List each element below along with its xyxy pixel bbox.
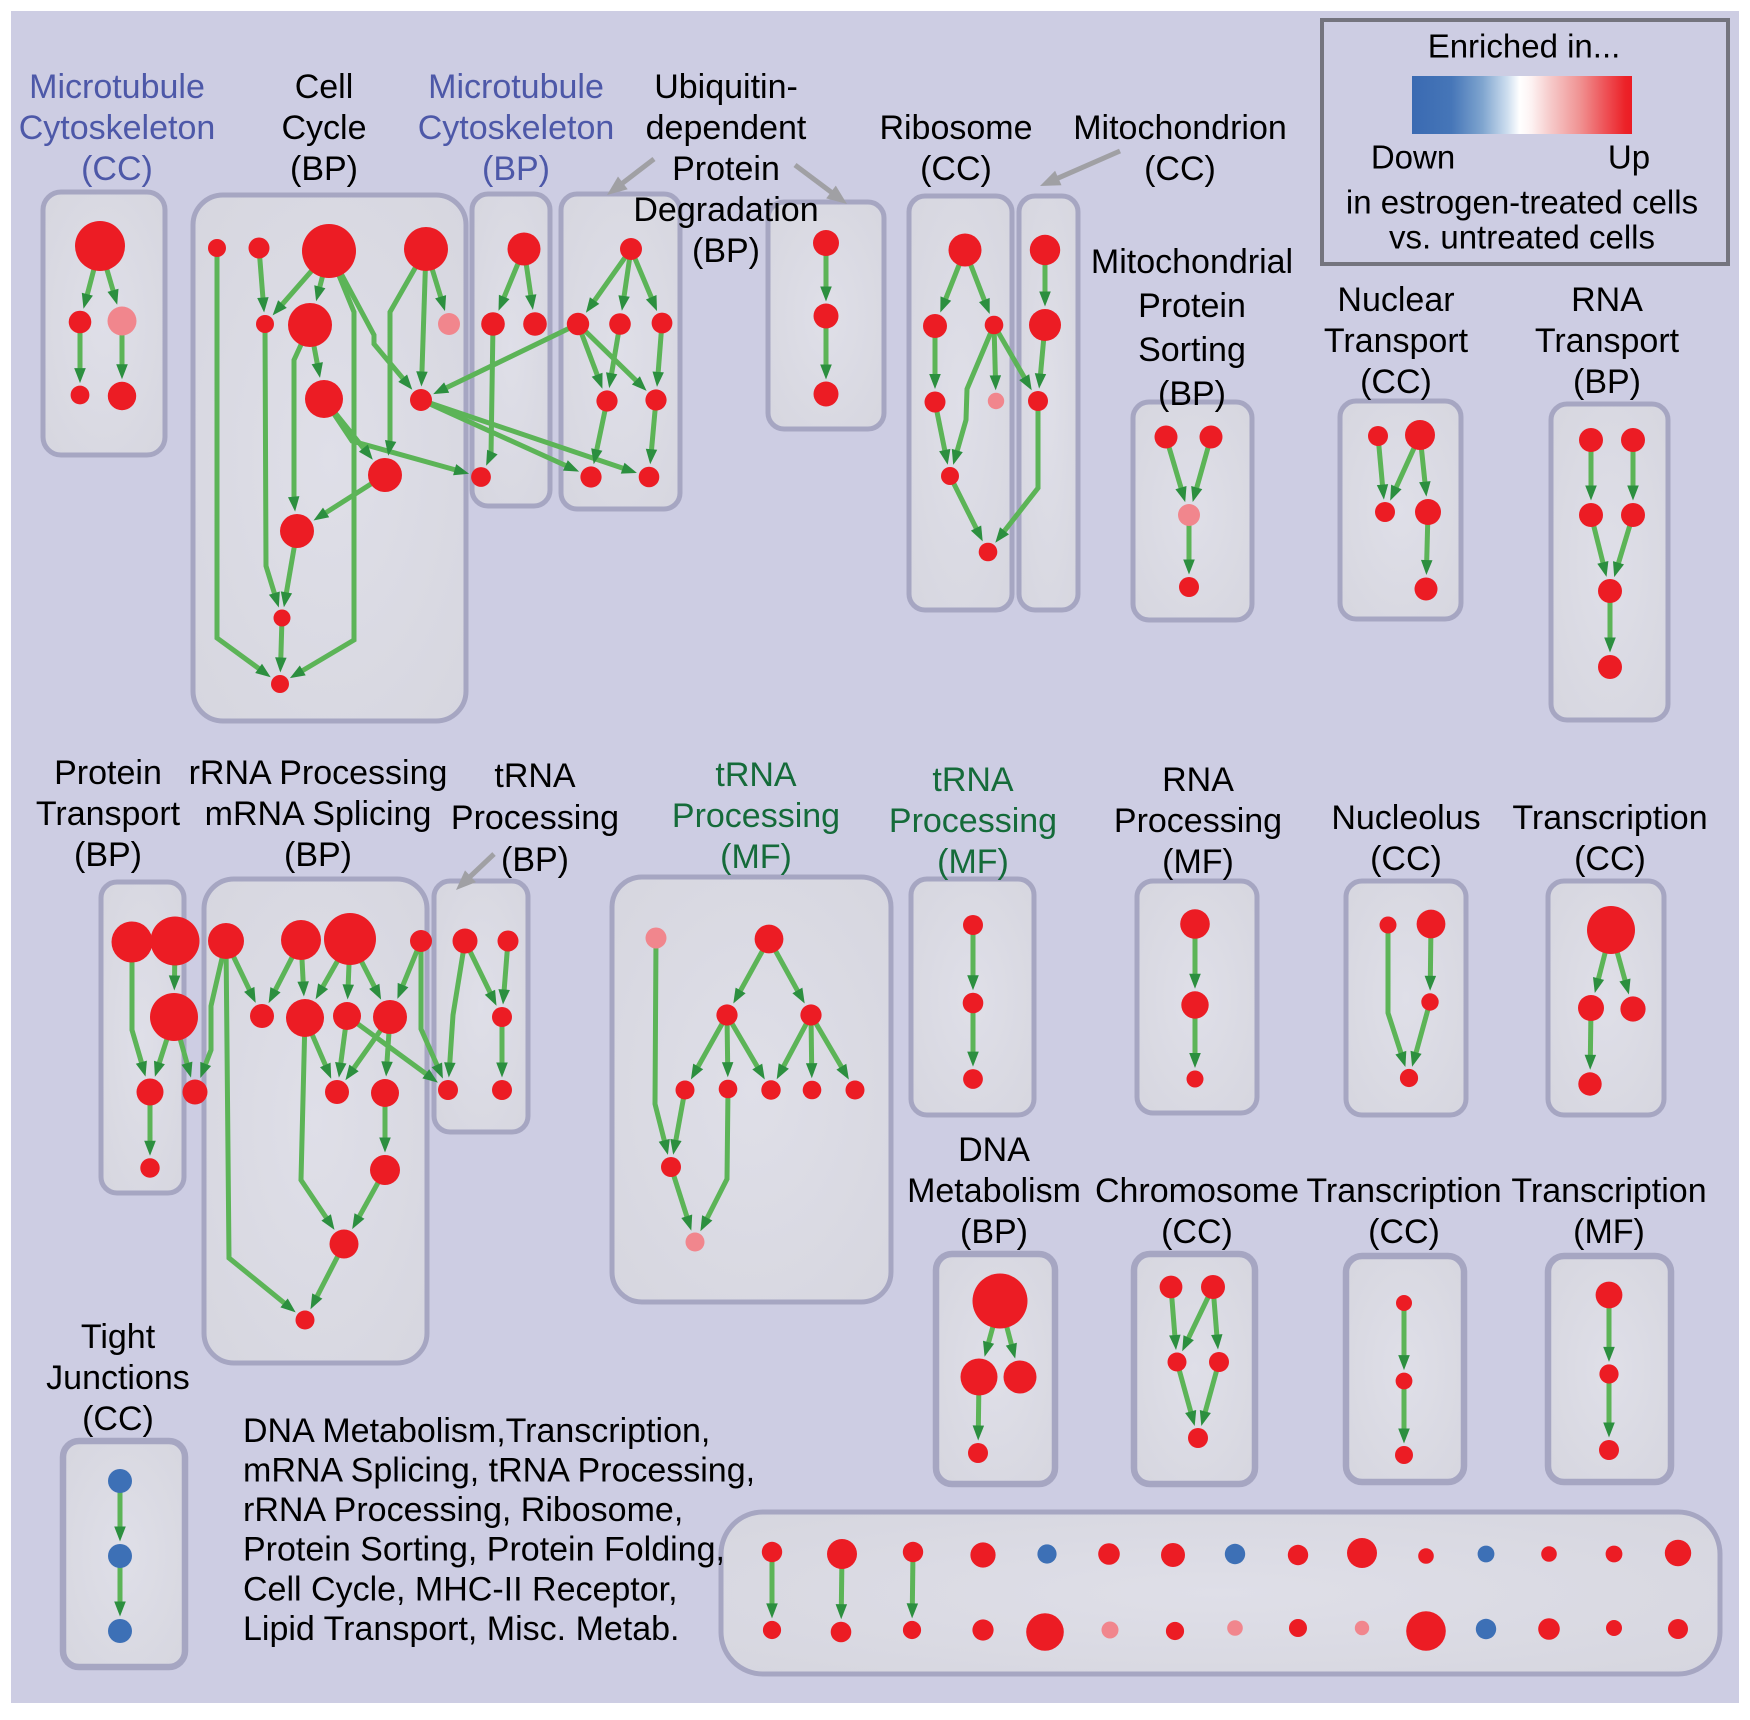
svg-text:Down: Down xyxy=(1371,139,1455,176)
svg-text:tRNA: tRNA xyxy=(932,761,1014,799)
svg-text:(CC): (CC) xyxy=(1368,1213,1440,1251)
svg-text:rRNA Processing: rRNA Processing xyxy=(189,754,448,792)
svg-text:Ubiquitin-: Ubiquitin- xyxy=(654,68,798,106)
svg-text:Protein: Protein xyxy=(54,754,162,792)
svg-text:Cytoskeleton: Cytoskeleton xyxy=(418,109,615,147)
svg-text:(CC): (CC) xyxy=(1370,840,1442,878)
svg-text:(CC): (CC) xyxy=(82,1400,154,1438)
svg-text:Protein: Protein xyxy=(672,150,780,188)
svg-text:Processing: Processing xyxy=(889,802,1057,840)
svg-text:(MF): (MF) xyxy=(1573,1213,1645,1251)
svg-text:Microtubule: Microtubule xyxy=(29,68,205,106)
svg-text:(BP): (BP) xyxy=(1573,363,1641,401)
svg-text:(CC): (CC) xyxy=(1360,363,1432,401)
svg-text:Transport: Transport xyxy=(1324,322,1469,360)
svg-text:Protein Sorting, Protein Foldi: Protein Sorting, Protein Folding, xyxy=(243,1531,725,1569)
svg-text:Processing: Processing xyxy=(451,799,619,837)
svg-text:in estrogen-treated cells: in estrogen-treated cells xyxy=(1346,184,1698,221)
svg-text:(CC): (CC) xyxy=(920,150,992,188)
svg-text:(BP): (BP) xyxy=(74,836,142,874)
svg-text:Mitochondrial: Mitochondrial xyxy=(1091,243,1293,281)
svg-text:(BP): (BP) xyxy=(290,150,358,188)
svg-text:(CC): (CC) xyxy=(1161,1213,1233,1251)
svg-text:DNA Metabolism,Transcription,: DNA Metabolism,Transcription, xyxy=(243,1412,710,1450)
svg-text:Junctions: Junctions xyxy=(46,1359,190,1397)
svg-text:Cell Cycle, MHC-II Receptor,: Cell Cycle, MHC-II Receptor, xyxy=(243,1570,678,1608)
svg-text:Degradation: Degradation xyxy=(633,191,818,229)
svg-text:tRNA: tRNA xyxy=(494,757,576,795)
svg-text:Up: Up xyxy=(1608,139,1650,176)
svg-text:Processing: Processing xyxy=(672,797,840,835)
svg-text:Transcription: Transcription xyxy=(1511,1172,1706,1210)
svg-text:(MF): (MF) xyxy=(1162,843,1234,881)
svg-text:Cytoskeleton: Cytoskeleton xyxy=(19,109,216,147)
svg-text:Nucleolus: Nucleolus xyxy=(1331,799,1480,837)
svg-text:Tight: Tight xyxy=(81,1318,156,1356)
svg-text:Ribosome: Ribosome xyxy=(879,109,1032,147)
svg-text:(BP): (BP) xyxy=(1158,375,1226,413)
svg-text:Transcription: Transcription xyxy=(1306,1172,1501,1210)
svg-text:Mitochondrion: Mitochondrion xyxy=(1073,109,1287,147)
svg-text:vs. untreated cells: vs. untreated cells xyxy=(1389,219,1655,256)
svg-text:(CC): (CC) xyxy=(81,150,153,188)
svg-text:(BP): (BP) xyxy=(482,150,550,188)
svg-text:(BP): (BP) xyxy=(284,836,352,874)
svg-text:Sorting: Sorting xyxy=(1138,331,1246,369)
svg-text:RNA: RNA xyxy=(1571,281,1643,319)
svg-text:Enriched in...: Enriched in... xyxy=(1428,28,1621,65)
svg-text:(CC): (CC) xyxy=(1144,150,1216,188)
svg-text:Processing: Processing xyxy=(1114,802,1282,840)
svg-text:RNA: RNA xyxy=(1162,761,1234,799)
svg-text:Lipid Transport, Misc. Metab.: Lipid Transport, Misc. Metab. xyxy=(243,1610,680,1648)
svg-text:Chromosome: Chromosome xyxy=(1095,1172,1299,1210)
svg-text:(BP): (BP) xyxy=(692,232,760,270)
svg-text:mRNA Splicing, tRNA Processing: mRNA Splicing, tRNA Processing, xyxy=(243,1452,755,1490)
svg-text:tRNA: tRNA xyxy=(715,756,797,794)
svg-text:Transcription: Transcription xyxy=(1512,799,1707,837)
svg-text:(CC): (CC) xyxy=(1574,840,1646,878)
svg-text:(BP): (BP) xyxy=(501,841,569,879)
svg-text:Metabolism: Metabolism xyxy=(907,1172,1081,1210)
svg-text:Microtubule: Microtubule xyxy=(428,68,604,106)
svg-text:DNA: DNA xyxy=(958,1131,1030,1169)
svg-text:Nuclear: Nuclear xyxy=(1337,281,1454,319)
svg-text:(MF): (MF) xyxy=(937,843,1009,881)
svg-text:Cycle: Cycle xyxy=(281,109,366,147)
svg-text:(MF): (MF) xyxy=(720,838,792,876)
svg-text:Transport: Transport xyxy=(36,795,181,833)
svg-text:mRNA Splicing: mRNA Splicing xyxy=(205,795,432,833)
svg-text:Cell: Cell xyxy=(295,68,354,106)
svg-text:Transport: Transport xyxy=(1535,322,1680,360)
svg-text:rRNA Processing, Ribosome,: rRNA Processing, Ribosome, xyxy=(243,1491,683,1529)
svg-text:Protein: Protein xyxy=(1138,287,1246,325)
svg-text:dependent: dependent xyxy=(646,109,807,147)
svg-text:(BP): (BP) xyxy=(960,1213,1028,1251)
